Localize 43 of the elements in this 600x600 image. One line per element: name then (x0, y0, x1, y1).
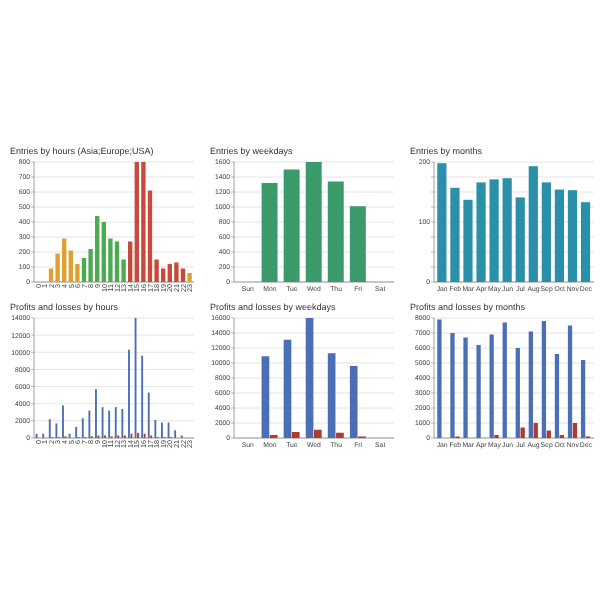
bar (114, 241, 120, 282)
bar (62, 238, 67, 282)
bar (572, 423, 578, 438)
bar (327, 353, 336, 438)
bar (541, 182, 551, 282)
bar (567, 325, 573, 438)
bar (327, 181, 344, 282)
bar (533, 423, 538, 438)
bar (336, 432, 344, 438)
bar (489, 334, 494, 438)
bar (489, 179, 499, 282)
bar (283, 339, 292, 438)
bar (167, 264, 172, 282)
bar (502, 322, 507, 438)
bar (291, 432, 300, 438)
bar (349, 206, 366, 282)
bar (580, 360, 586, 438)
bar (101, 222, 106, 282)
bar (283, 169, 300, 282)
bar (554, 189, 565, 282)
bar (305, 162, 322, 282)
bar (141, 162, 146, 282)
bar (349, 366, 358, 438)
bar (515, 348, 520, 438)
bar (134, 162, 139, 282)
bar (554, 354, 560, 438)
bar (567, 190, 578, 282)
bar (515, 197, 525, 282)
bar (187, 273, 192, 282)
bar (305, 318, 314, 438)
bar (95, 216, 100, 282)
bar (528, 331, 533, 438)
bar (528, 166, 538, 282)
bar (450, 333, 455, 438)
bar (261, 356, 270, 438)
bar (502, 178, 512, 282)
bar (476, 345, 481, 438)
bar (541, 321, 547, 438)
bar (463, 337, 468, 438)
bar (261, 183, 278, 282)
bar (314, 429, 322, 438)
bar (174, 262, 179, 282)
bar (580, 202, 591, 282)
